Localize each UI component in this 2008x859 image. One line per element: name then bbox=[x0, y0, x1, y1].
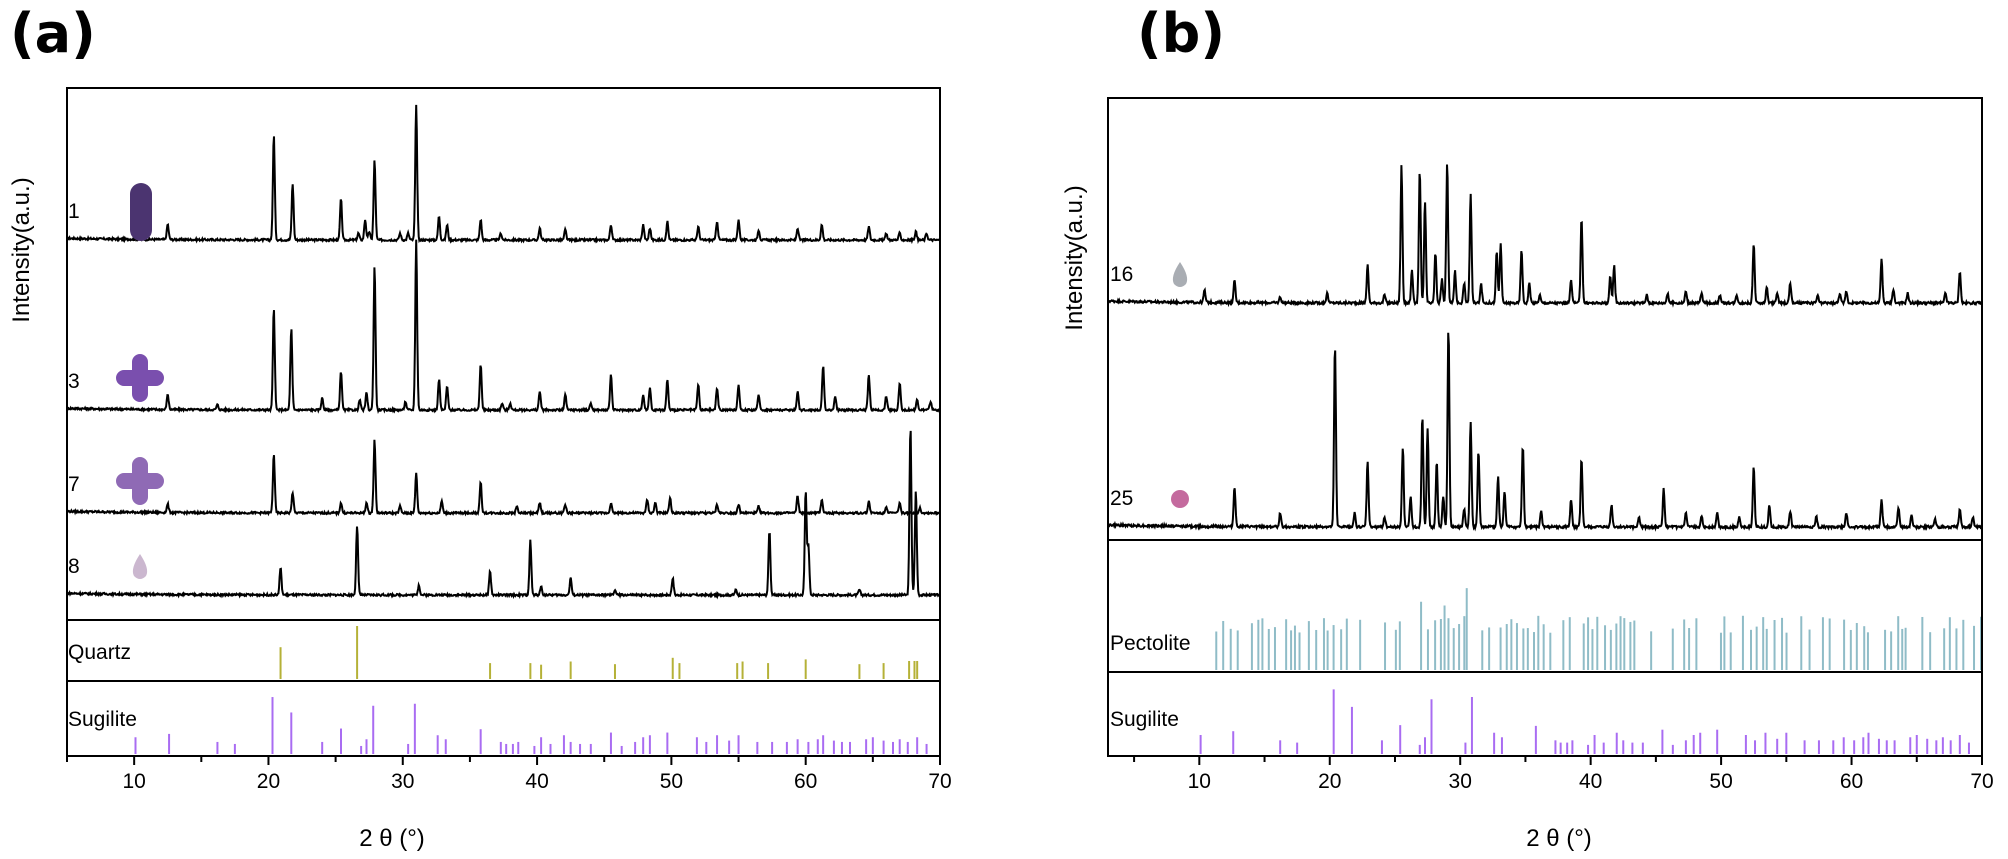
reference-label-quartz: Quartz bbox=[68, 641, 131, 664]
panel-b-x-ticks: 10 20 30 40 50 60 70 bbox=[1133, 756, 1994, 793]
x-tick-label-20: 20 bbox=[1318, 770, 1341, 793]
trace-25 bbox=[1107, 332, 1983, 532]
x-tick-label-20: 20 bbox=[257, 770, 280, 793]
x-tick-label-10: 10 bbox=[122, 770, 145, 793]
panel-a-frame bbox=[66, 87, 941, 757]
x-tick-label-30: 30 bbox=[1449, 770, 1472, 793]
trace-1 bbox=[66, 104, 941, 245]
x-tick-label-50: 50 bbox=[1709, 770, 1732, 793]
x-tick-label-40: 40 bbox=[525, 770, 548, 793]
trace-8 bbox=[66, 430, 941, 600]
gem-swatch-8-icon bbox=[132, 554, 148, 579]
panel-b-labels: 16 25 Pectolite Sugilite bbox=[1110, 262, 1191, 731]
x-tick-label-60: 60 bbox=[1840, 770, 1863, 793]
sample-label-1: 1 bbox=[68, 200, 80, 223]
plot-frame bbox=[66, 87, 941, 757]
panel-b: (b) 10 20 30 40 50 60 70 16 25 Pectolite Sugilite… bbox=[1061, 2, 1994, 852]
panel-a-labels: 1 3 7 8 Quartz Sugilite bbox=[68, 183, 164, 731]
sample-label-7: 7 bbox=[68, 473, 80, 496]
panel-a-x-ticks: 10 20 30 40 50 60 70 bbox=[66, 756, 952, 793]
gem-swatch-16-icon bbox=[1172, 262, 1188, 287]
x-tick-label-40: 40 bbox=[1579, 770, 1602, 793]
reference-label-sugilite: Sugilite bbox=[68, 708, 137, 731]
reference-label-sugilite: Sugilite bbox=[1110, 708, 1179, 731]
panel-b-traces bbox=[1107, 164, 1983, 532]
x-tick-label-30: 30 bbox=[391, 770, 414, 793]
panel-a-references bbox=[134, 626, 928, 754]
sample-label-3: 3 bbox=[68, 370, 80, 393]
x-tick-label-70: 70 bbox=[1970, 770, 1993, 793]
sample-label-8: 8 bbox=[68, 555, 80, 578]
panel-b-x-axis-title: 2 θ (°) bbox=[1526, 825, 1592, 852]
x-tick-label-70: 70 bbox=[928, 770, 951, 793]
gem-swatch-7-icon bbox=[116, 457, 164, 505]
panel-a-x-axis-title: 2 θ (°) bbox=[359, 825, 425, 852]
x-tick-label-60: 60 bbox=[794, 770, 817, 793]
panel-b-references bbox=[1199, 588, 1982, 754]
trace-7 bbox=[66, 439, 941, 517]
plot-frame bbox=[1107, 97, 1983, 757]
panel-a-traces bbox=[66, 104, 941, 600]
sample-label-16: 16 bbox=[1110, 263, 1133, 286]
trace-16 bbox=[1107, 164, 1983, 308]
x-tick-label-50: 50 bbox=[660, 770, 683, 793]
gem-swatch-25-icon bbox=[1171, 490, 1189, 508]
gem-swatch-1-icon bbox=[130, 183, 152, 241]
panel-a-label: (a) bbox=[10, 2, 96, 65]
panel-b-y-axis-title: Intensity(a.u.) bbox=[1061, 185, 1088, 330]
panel-a: (a) 10 20 30 40 50 60 70 1 3 7 8 Quartz Sugilite 2 … bbox=[8, 2, 952, 852]
reference-label-pectolite: Pectolite bbox=[1110, 632, 1191, 655]
panel-b-label: (b) bbox=[1137, 2, 1225, 65]
trace-3 bbox=[66, 239, 941, 415]
sample-label-25: 25 bbox=[1110, 487, 1133, 510]
panel-a-y-axis-title: Intensity(a.u.) bbox=[8, 177, 35, 322]
gem-swatch-3-icon bbox=[116, 354, 164, 402]
panel-b-frame bbox=[1107, 97, 1983, 757]
x-tick-label-10: 10 bbox=[1188, 770, 1211, 793]
